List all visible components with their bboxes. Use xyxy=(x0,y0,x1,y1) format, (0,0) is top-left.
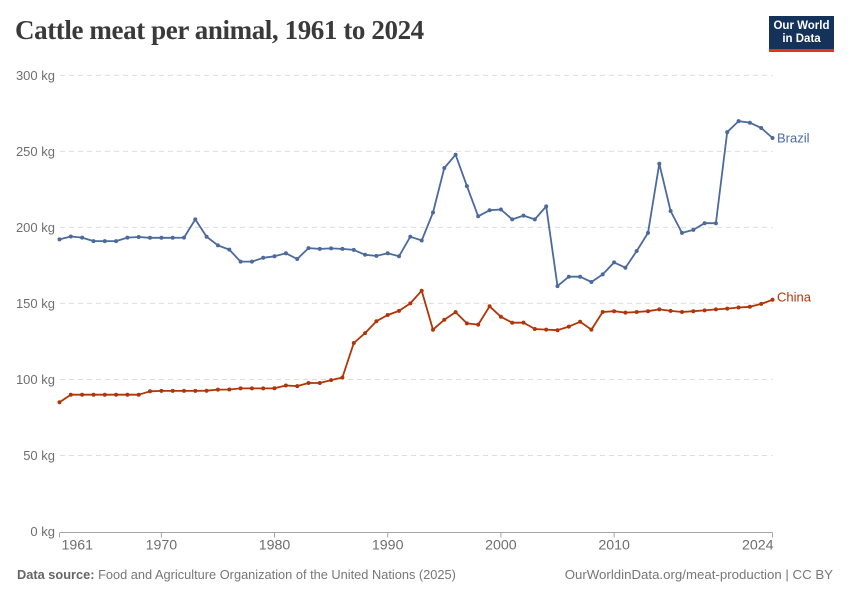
svg-text:1990: 1990 xyxy=(372,538,404,554)
svg-text:50 kg: 50 kg xyxy=(23,448,55,463)
svg-text:1961: 1961 xyxy=(62,538,94,554)
svg-text:0 kg: 0 kg xyxy=(30,524,55,539)
svg-text:1980: 1980 xyxy=(259,538,291,554)
svg-text:250 kg: 250 kg xyxy=(16,144,55,159)
svg-text:2010: 2010 xyxy=(598,538,630,554)
svg-text:2000: 2000 xyxy=(485,538,517,554)
svg-text:150 kg: 150 kg xyxy=(16,296,55,311)
svg-text:China: China xyxy=(777,290,812,305)
svg-text:100 kg: 100 kg xyxy=(16,372,55,387)
svg-text:300 kg: 300 kg xyxy=(16,68,55,83)
svg-text:Brazil: Brazil xyxy=(777,131,810,146)
svg-text:200 kg: 200 kg xyxy=(16,220,55,235)
svg-text:1970: 1970 xyxy=(146,538,178,554)
svg-text:2024: 2024 xyxy=(742,538,774,554)
